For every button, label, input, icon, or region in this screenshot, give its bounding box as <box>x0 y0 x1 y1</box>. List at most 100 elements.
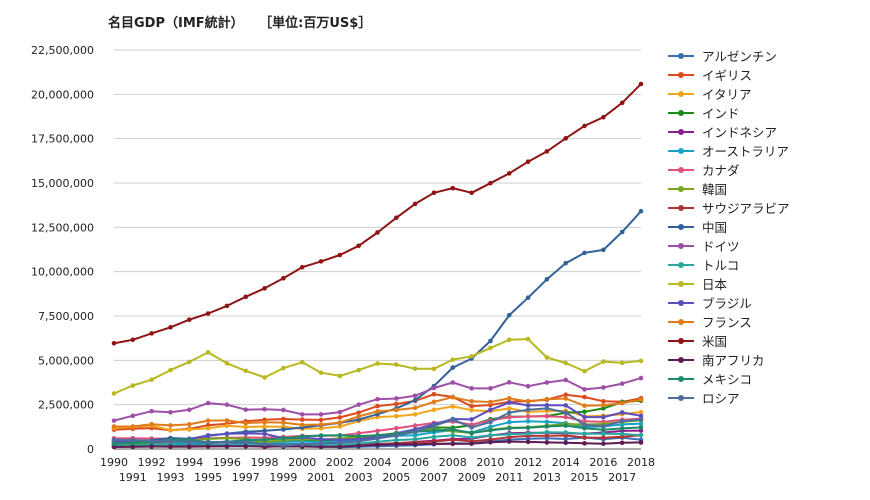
data-point <box>149 377 154 382</box>
data-point <box>469 435 474 440</box>
data-point <box>582 422 587 428</box>
data-point <box>525 336 531 342</box>
data-point <box>337 373 343 379</box>
x-tick-label: 2004 <box>364 456 392 469</box>
data-point <box>563 430 569 435</box>
x-tick-label: 1993 <box>156 471 184 484</box>
data-point <box>111 444 117 450</box>
legend-item: 中国 <box>666 217 790 236</box>
data-point <box>488 407 493 413</box>
x-tick-label: 1996 <box>213 456 241 469</box>
data-point <box>601 424 606 429</box>
data-point <box>619 418 625 424</box>
data-point <box>563 360 569 366</box>
data-point <box>337 424 343 429</box>
data-point <box>394 215 399 221</box>
data-point <box>506 337 512 343</box>
data-point <box>318 412 324 417</box>
series-line <box>113 83 642 345</box>
data-point <box>582 425 587 431</box>
data-point <box>582 394 587 400</box>
data-point <box>168 409 173 415</box>
x-tick-label: 2008 <box>439 456 467 469</box>
data-point <box>224 361 230 366</box>
legend-item: サウジアラビア <box>666 198 790 217</box>
data-point <box>205 311 211 316</box>
data-point <box>299 417 305 422</box>
data-point <box>412 397 418 403</box>
data-point <box>412 429 418 434</box>
data-point <box>281 275 286 281</box>
chart-legend: アルゼンチン イギリス イタリア インド インドネシア オーストラリア カナダ 韓国 サウジアラ… <box>666 46 790 407</box>
data-point <box>224 303 230 309</box>
x-tick-label: 2007 <box>420 471 448 484</box>
data-point <box>168 439 173 444</box>
legend-swatch <box>668 318 694 325</box>
legend-swatch <box>668 166 694 173</box>
x-tick-label: 1990 <box>100 456 128 469</box>
data-point <box>582 387 587 392</box>
data-point <box>149 408 154 414</box>
data-point <box>224 431 230 437</box>
x-tick-label: 2013 <box>533 471 561 484</box>
legend-label: イタリア <box>702 87 752 102</box>
data-point <box>563 377 569 383</box>
data-point <box>337 252 343 258</box>
data-point <box>450 427 456 432</box>
x-tick-label: 2014 <box>552 456 580 469</box>
data-point <box>619 426 625 431</box>
data-point <box>394 407 399 413</box>
data-point <box>601 247 606 253</box>
data-point <box>601 414 606 420</box>
x-tick-label: 1994 <box>175 456 203 469</box>
legend-label: サウジアラビア <box>702 201 790 216</box>
data-point <box>563 436 569 442</box>
data-point <box>412 436 418 442</box>
data-point <box>243 294 249 300</box>
x-tick-label: 1999 <box>269 471 297 484</box>
data-point <box>469 398 474 404</box>
data-point <box>262 419 267 425</box>
data-point <box>262 431 267 437</box>
data-point <box>356 410 361 415</box>
legend-swatch <box>668 90 694 97</box>
data-point <box>243 444 249 449</box>
data-point <box>601 398 606 404</box>
data-point <box>469 190 474 196</box>
data-point <box>506 410 512 415</box>
data-point <box>638 358 644 364</box>
legend-item: 日本 <box>666 274 790 293</box>
data-point <box>431 385 437 391</box>
data-point <box>525 159 531 165</box>
data-point <box>488 428 493 433</box>
data-point <box>431 441 437 446</box>
data-point <box>224 435 230 441</box>
data-point <box>619 360 625 366</box>
data-point <box>638 409 644 415</box>
data-point <box>638 440 644 445</box>
data-point <box>243 368 249 374</box>
legend-item: トルコ <box>666 255 790 274</box>
data-point <box>262 437 267 442</box>
x-tick-label: 1997 <box>232 471 260 484</box>
legend-swatch <box>668 337 694 344</box>
data-point <box>450 417 456 422</box>
data-point <box>205 425 211 431</box>
data-point <box>394 362 399 367</box>
legend-label: メキシコ <box>702 372 753 387</box>
x-tick-label: 2001 <box>307 471 335 484</box>
data-point <box>431 366 437 372</box>
data-point <box>506 312 512 318</box>
data-point <box>130 424 136 429</box>
data-point <box>544 429 550 435</box>
legend-swatch <box>668 242 694 249</box>
data-point <box>469 407 474 413</box>
legend-label: ブラジル <box>702 296 752 311</box>
chart-title: 名目GDP（IMF統計） <box>108 16 244 31</box>
data-point <box>469 353 474 359</box>
data-point <box>412 432 418 438</box>
data-point <box>243 407 249 412</box>
data-point <box>450 357 456 362</box>
legend-swatch <box>668 52 694 59</box>
legend-item: イタリア <box>666 84 790 103</box>
